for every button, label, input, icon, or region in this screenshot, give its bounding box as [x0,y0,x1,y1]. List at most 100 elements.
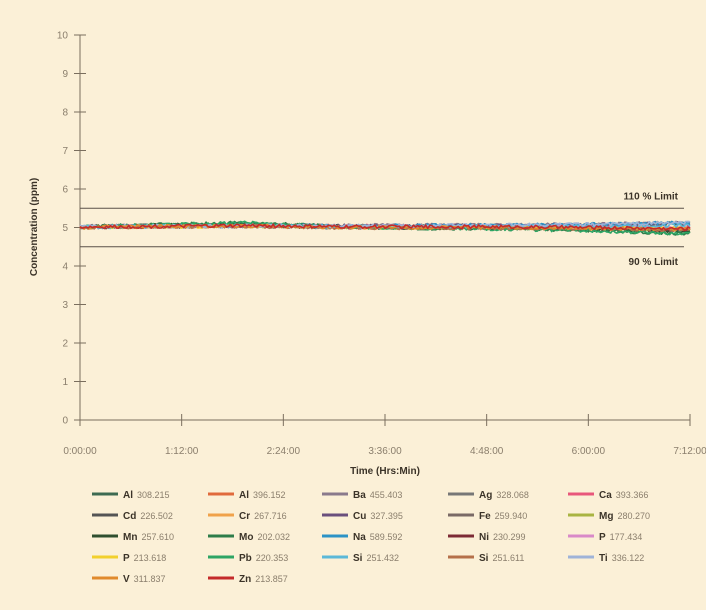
legend-item: Cu 327.395 [322,511,403,522]
y-tick-label: 3 [62,300,68,311]
legend-element: Ba [353,490,366,501]
legend-label: Al 308.215 [123,490,170,501]
legend-element: Si [353,553,363,564]
legend-item: Cr 267.716 [208,511,287,522]
legend-wavelength: 257.610 [141,532,174,542]
legend-label: Na 589.592 [353,532,402,543]
legend-wavelength: 220.353 [256,553,289,563]
legend-element: V [123,574,130,585]
legend-label: V 311.837 [123,574,166,585]
legend-element: Ag [479,490,492,501]
y-tick-label: 8 [62,108,68,119]
series-lines [79,220,691,236]
legend-label: Zn 213.857 [239,574,288,585]
legend-element: P [599,532,606,543]
legend-wavelength: 251.432 [366,553,399,563]
legend-element: Al [123,490,133,501]
y-tick-label: 6 [62,185,68,196]
legend-item: Ba 455.403 [322,490,402,501]
legend-label: Ti 336.122 [599,553,644,564]
legend-wavelength: 230.299 [493,532,526,542]
legend-element: Cd [123,511,136,522]
legend-wavelength: 251.611 [492,553,524,563]
legend-element: Mo [239,532,253,543]
legend-item: Ti 336.122 [568,553,644,564]
legend-item: Si 251.432 [322,553,399,564]
legend-element: Zn [239,574,251,585]
legend-element: Ca [599,490,612,501]
legend-element: P [123,553,130,564]
legend-item: V 311.837 [92,574,166,585]
series-line [79,223,691,232]
legend-label: P 213.618 [123,553,166,564]
legend-item: P 177.434 [568,532,642,543]
legend-item: Ag 328.068 [448,490,529,501]
legend-label: Ni 230.299 [479,532,526,543]
legend-wavelength: 202.032 [257,532,290,542]
legend-item: Al 396.152 [208,490,286,501]
legend-label: Cd 226.502 [123,511,173,522]
legend-item: Ni 230.299 [448,532,526,543]
y-ticks: 0 1 2 3 4 5 6 7 8 9 10 [57,31,86,427]
legend-wavelength: 311.837 [134,574,166,584]
legend-wavelength: 280.270 [617,511,650,521]
y-tick-label: 0 [62,416,68,427]
legend-item: Mn 257.610 [92,532,174,543]
legend-element: Al [239,490,249,501]
legend-wavelength: 327.395 [370,511,403,521]
legend-wavelength: 213.618 [134,553,167,563]
legend-wavelength: 393.366 [616,490,649,500]
legend-item: Cd 226.502 [92,511,173,522]
x-ticks: 0:00:00 1:12:00 2:24:00 3:36:00 4:48:00 6:00:… [63,414,706,457]
limit-lines: 110 % Limit 90 % Limit [80,191,684,268]
legend-label: Ca 393.366 [599,490,648,501]
x-axis-title: Time (Hrs:Min) [350,466,420,477]
legend-wavelength: 308.215 [137,490,170,500]
y-tick-label: 10 [57,31,69,42]
legend-wavelength: 226.502 [140,511,173,521]
legend-label: Mo 202.032 [239,532,290,543]
legend-element: Ti [599,553,608,564]
legend-wavelength: 267.716 [254,511,287,521]
legend-element: Si [479,553,489,564]
legend-item: Zn 213.857 [208,574,288,585]
x-tick-label: 7:12:00 [673,446,706,457]
legend-label: Al 396.152 [239,490,286,501]
legend-element: Mg [599,511,613,522]
limit-label: 90 % Limit [629,257,679,268]
legend-label: Si 251.432 [353,553,399,564]
legend-item: Mo 202.032 [208,532,290,543]
legend-element: Cu [353,511,366,522]
legend-element: Pb [239,553,252,564]
x-tick-label: 4:48:00 [470,446,504,457]
plot-area: 0 1 2 3 4 5 6 7 8 9 10 0:00:00 1:12:00 2:24:00 3:36:0… [57,31,706,458]
legend-item: Pb 220.353 [208,553,288,564]
legend-label: P 177.434 [599,532,642,543]
legend-wavelength: 589.592 [370,532,403,542]
x-tick-label: 2:24:00 [267,446,301,457]
legend-wavelength: 455.403 [370,490,403,500]
legend-label: Ag 328.068 [479,490,529,501]
legend-wavelength: 396.152 [253,490,286,500]
x-tick-label: 1:12:00 [165,446,199,457]
legend-wavelength: 336.122 [612,553,645,563]
legend-label: Cr 267.716 [239,511,287,522]
legend-element: Cr [239,511,250,522]
legend-label: Cu 327.395 [353,511,403,522]
y-axis-title: Concentration (ppm) [29,178,40,276]
legend-item: Si 251.611 [448,553,524,564]
legend-item: Mg 280.270 [568,511,650,522]
legend-wavelength: 328.068 [496,490,529,500]
legend-element: Ni [479,532,489,543]
legend-label: Fe 259.940 [479,511,527,522]
legend-wavelength: 213.857 [255,574,288,584]
y-tick-label: 1 [62,377,68,388]
legend-item: Fe 259.940 [448,511,527,522]
legend-item: Na 589.592 [322,532,402,543]
y-tick-label: 7 [62,146,68,157]
legend-item: Ca 393.366 [568,490,648,501]
limit-label: 110 % Limit [624,191,679,202]
legend-item: Al 308.215 [92,490,170,501]
x-tick-label: 0:00:00 [63,446,97,457]
